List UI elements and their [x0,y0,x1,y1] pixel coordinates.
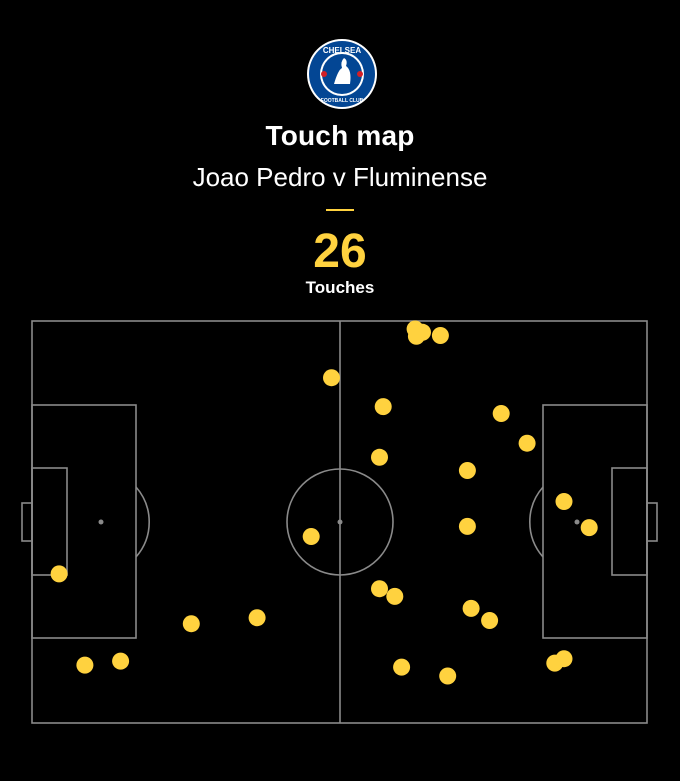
touch-point [371,580,388,598]
touch-point [371,448,388,466]
touch-points [50,320,598,685]
touch-point [431,327,449,344]
touch-point [407,327,425,345]
touch-point [462,599,480,617]
left-goal [21,502,33,542]
touch-point [481,612,499,629]
right-penalty-arc [529,486,544,558]
crest-text-top: CHELSEA [323,46,361,55]
touch-point [439,667,457,685]
touch-point [112,652,130,670]
touch-point [458,517,476,535]
touch-point [555,493,573,510]
left-penalty-box [31,404,137,639]
right-penalty-spot [574,519,580,525]
touch-count-label: Touches [305,278,375,297]
accent-divider [326,209,354,211]
touch-point [492,405,510,422]
touch-point [580,519,598,537]
left-penalty-arc [135,486,150,558]
crest-text-bottom: FOOTBALL CLUB [321,98,364,104]
touch-point [248,609,266,627]
touch-point [374,398,392,416]
left-six-yard-box [31,467,68,576]
touch-point [393,658,411,676]
touch-point [546,654,564,672]
touch-point [323,369,340,387]
touch-point [50,565,68,583]
touch-point [386,587,404,605]
right-six-yard-box [611,467,648,576]
centre-circle [286,468,394,576]
chelsea-crest-icon: CHELSEA FOOTBALL CLUB [307,39,377,109]
right-goal [646,502,658,542]
centre-spot [337,519,343,525]
touch-count: 26 [313,225,367,278]
page-subtitle: Joao Pedro v Fluminense [192,162,488,192]
touch-point [518,434,536,452]
touch-point [302,528,320,545]
touch-point [182,615,200,633]
page-title: Touch map [265,120,415,151]
left-penalty-spot [98,519,104,525]
touch-point [458,462,476,479]
touch-point [76,656,94,674]
